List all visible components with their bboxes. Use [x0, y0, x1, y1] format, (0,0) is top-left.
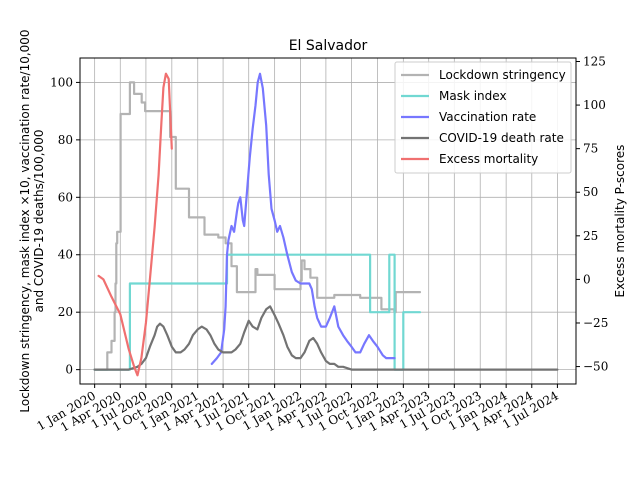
legend-label-covid-19-death-rate: COVID-19 death rate [439, 131, 564, 145]
legend: Lockdown stringency Mask index Vaccination… [394, 61, 572, 174]
plot-frame [79, 57, 577, 385]
legend-box [394, 61, 572, 174]
y-right-tick-label: −50 [583, 360, 608, 374]
chart-title: El Salvador [289, 38, 368, 54]
y-right-axis-label: Excess mortality P-scores [613, 145, 627, 298]
y-right-tick-label: 50 [583, 185, 598, 199]
series-line-lockdown-stringency [93, 81, 422, 371]
legend-label-vaccination-rate: Vaccination rate [439, 110, 536, 124]
y-right-tick-label: 25 [583, 229, 598, 243]
y-left-tick-label: 20 [58, 305, 73, 319]
legend-label-lockdown-stringency: Lockdown stringency [439, 68, 566, 82]
y-right-tick-label: −25 [583, 316, 608, 330]
y-left-axis-label: and COVID-19 deaths/100,000 [32, 130, 46, 313]
y-right-tick-label: 75 [583, 142, 598, 156]
y-right-tick-label: 0 [583, 272, 591, 286]
legend-label-excess-mortality: Excess mortality [439, 152, 538, 166]
y-right-tick-label: 100 [583, 98, 606, 112]
legend-label-mask-index: Mask index [439, 89, 507, 103]
series-line-mask-index [93, 253, 422, 371]
series-line-covid-19-death-rate [93, 305, 559, 371]
series-layer [93, 72, 559, 377]
series-line-excess-mortality [97, 72, 173, 377]
y-left-tick-label: 40 [58, 248, 73, 262]
y-left-tick-label: 0 [65, 363, 73, 377]
y-left-tick-label: 100 [50, 75, 73, 89]
y-left-axis-label: Lockdown stringency, mask index ×10, vac… [18, 29, 32, 412]
y-right-tick-label: 125 [583, 54, 606, 68]
y-left-tick-label: 80 [58, 133, 73, 147]
series-line-vaccination-rate [210, 72, 396, 365]
y-left-tick-label: 60 [58, 190, 73, 204]
